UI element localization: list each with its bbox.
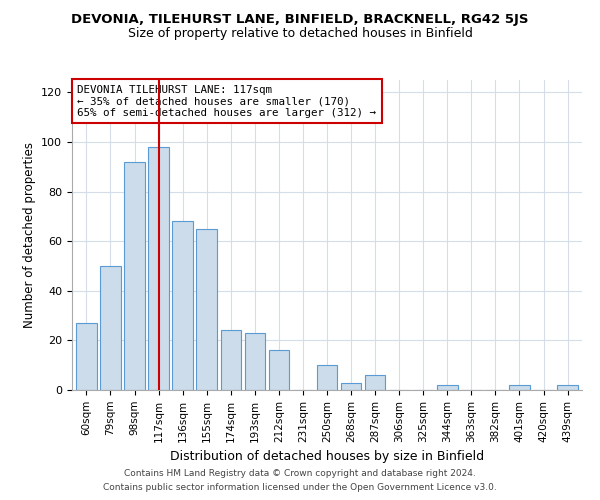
Bar [269, 350, 289, 390]
Text: Contains HM Land Registry data © Crown copyright and database right 2024.: Contains HM Land Registry data © Crown c… [124, 468, 476, 477]
Bar [124, 162, 145, 390]
Bar [76, 323, 97, 390]
Text: Size of property relative to detached houses in Binfield: Size of property relative to detached ho… [128, 28, 472, 40]
Bar [557, 385, 578, 390]
Bar [148, 147, 169, 390]
Text: Contains public sector information licensed under the Open Government Licence v3: Contains public sector information licen… [103, 484, 497, 492]
Bar [341, 382, 361, 390]
Bar [365, 375, 385, 390]
Text: DEVONIA TILEHURST LANE: 117sqm
← 35% of detached houses are smaller (170)
65% of: DEVONIA TILEHURST LANE: 117sqm ← 35% of … [77, 84, 376, 118]
Bar [437, 385, 458, 390]
X-axis label: Distribution of detached houses by size in Binfield: Distribution of detached houses by size … [170, 450, 484, 463]
Bar [245, 333, 265, 390]
Y-axis label: Number of detached properties: Number of detached properties [23, 142, 35, 328]
Bar [317, 365, 337, 390]
Bar [100, 266, 121, 390]
Bar [172, 222, 193, 390]
Text: DEVONIA, TILEHURST LANE, BINFIELD, BRACKNELL, RG42 5JS: DEVONIA, TILEHURST LANE, BINFIELD, BRACK… [71, 12, 529, 26]
Bar [221, 330, 241, 390]
Bar [509, 385, 530, 390]
Bar [196, 229, 217, 390]
